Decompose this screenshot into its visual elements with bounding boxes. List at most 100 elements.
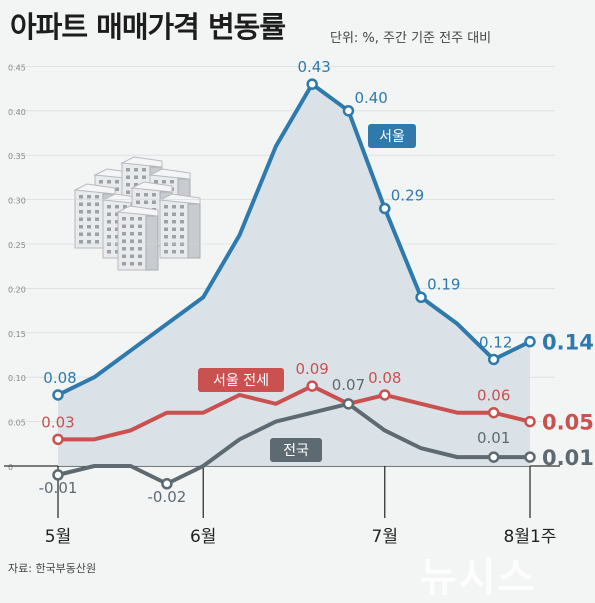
building-window	[79, 195, 83, 199]
building-window	[79, 210, 83, 214]
data-label: 0.09	[295, 360, 328, 378]
data-label: 0.01	[477, 429, 510, 447]
x-tick-label: 5월	[45, 527, 71, 547]
building-window	[79, 232, 83, 236]
building-window	[107, 212, 111, 216]
building-window	[115, 205, 119, 209]
series-badge-label: 전국	[283, 443, 309, 459]
building-window	[126, 168, 130, 172]
building-window	[134, 168, 138, 172]
data-point	[342, 398, 355, 410]
series-badge	[198, 368, 284, 392]
building-window	[107, 250, 111, 254]
data-label: 0.43	[297, 58, 330, 76]
data-point	[52, 433, 64, 446]
building-window	[115, 187, 119, 191]
building-window	[138, 254, 142, 258]
building-window	[79, 202, 83, 206]
building-window	[180, 227, 184, 231]
building-window	[107, 220, 111, 224]
building-window	[172, 250, 176, 254]
building-window	[164, 227, 168, 231]
data-label: 0.14	[542, 331, 594, 355]
series-line	[58, 384, 531, 442]
building-side-icon	[145, 215, 159, 271]
data-point	[52, 469, 64, 481]
building-window	[180, 220, 184, 224]
building-window	[87, 240, 91, 244]
building-window	[164, 205, 168, 209]
building-window	[107, 235, 111, 239]
building-window	[130, 232, 134, 236]
y-tick-label: 0.40	[8, 108, 26, 117]
building-window	[115, 235, 119, 239]
building-window	[122, 239, 126, 243]
building-window	[180, 212, 184, 216]
data-label: 0.06	[477, 387, 510, 405]
watermark-logo: 뉴시스	[420, 555, 537, 601]
y-tick-label: 0.10	[8, 374, 26, 383]
building-window	[87, 195, 91, 199]
building-window	[180, 250, 184, 254]
data-point	[524, 335, 536, 348]
building-window	[164, 250, 168, 254]
data-point	[379, 202, 391, 215]
data-label: 0.29	[391, 186, 424, 204]
building-window	[134, 175, 138, 179]
y-tick-label: 0.20	[8, 285, 26, 294]
building-window	[164, 212, 168, 216]
data-point	[342, 105, 355, 117]
building-side-icon	[187, 203, 201, 259]
building-window	[144, 200, 148, 204]
building-roof-icon	[158, 193, 201, 205]
building-window	[122, 232, 126, 236]
x-tick-label: 8월1주	[504, 527, 557, 547]
building-roof-icon	[116, 205, 159, 217]
building-window	[87, 217, 91, 221]
building-window	[144, 193, 148, 197]
series-badge-label: 서울	[379, 129, 405, 145]
building-window	[138, 232, 142, 236]
data-point	[306, 380, 318, 392]
data-point	[487, 406, 500, 419]
data-label: 0.08	[43, 369, 76, 387]
building-window	[130, 254, 134, 258]
data-label: 0.12	[479, 333, 512, 351]
building-window	[95, 202, 99, 206]
building-window	[95, 217, 99, 221]
line-chart: -0.1500.050.100.150.200.250.300.350.400.…	[4, 58, 594, 547]
unit-note: 단위: %, 주간 기준 전주 대비	[330, 31, 492, 46]
building-window	[87, 210, 91, 214]
building-window	[115, 180, 119, 184]
data-point	[524, 415, 536, 428]
y-tick-label: 0	[8, 463, 13, 472]
building-roof-icon	[130, 181, 173, 193]
building-window	[170, 180, 174, 184]
series-badge	[270, 438, 322, 462]
building-window	[138, 224, 142, 228]
building-window	[152, 200, 156, 204]
building-window	[136, 200, 140, 204]
y-tick-label: 0.30	[8, 197, 26, 206]
data-point	[161, 478, 173, 490]
data-point	[524, 451, 536, 463]
data-label: 0.07	[332, 376, 365, 394]
building-window	[122, 217, 126, 221]
building-window	[130, 224, 134, 228]
seoul-area-fill	[58, 84, 530, 466]
building-window	[126, 175, 130, 179]
building-window	[142, 168, 146, 172]
building-window	[95, 195, 99, 199]
building-window	[122, 254, 126, 258]
building-window	[87, 232, 91, 236]
building-window	[130, 217, 134, 221]
building-window	[138, 247, 142, 251]
building-window	[180, 235, 184, 239]
building-window	[138, 239, 142, 243]
building-window	[87, 202, 91, 206]
building-window	[134, 183, 138, 187]
building-window	[164, 220, 168, 224]
data-point	[52, 389, 64, 401]
building-window	[138, 217, 142, 221]
building-window	[99, 180, 103, 184]
